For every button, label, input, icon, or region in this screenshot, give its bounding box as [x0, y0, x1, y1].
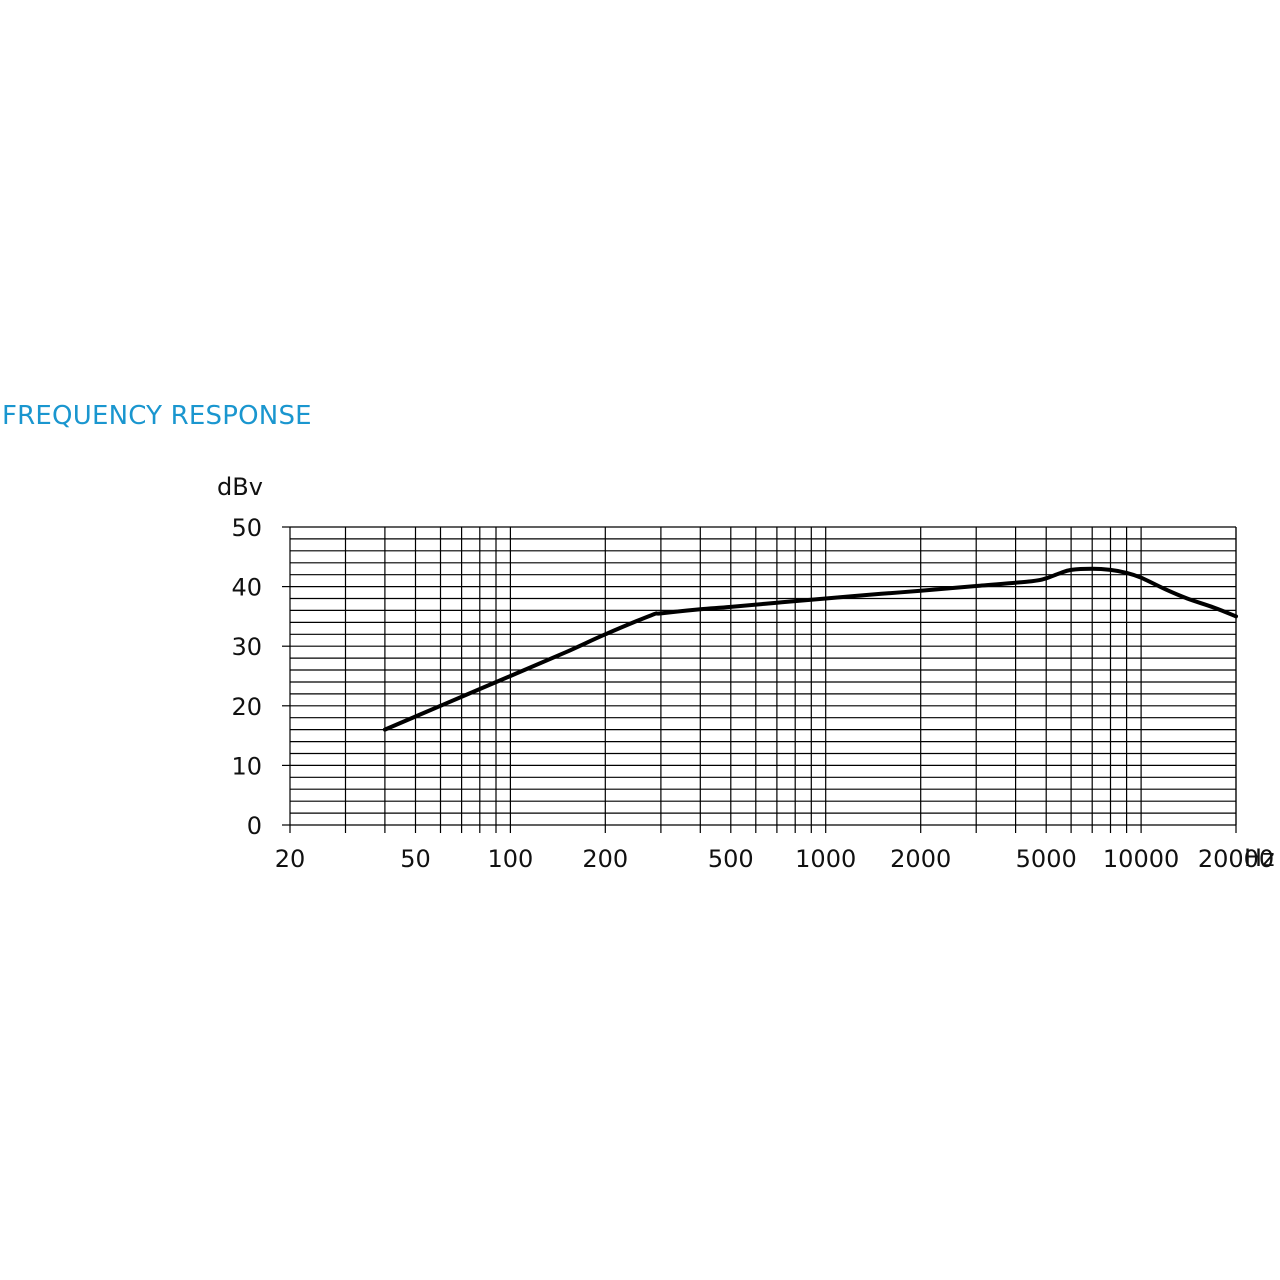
y-tick-label: 40 [231, 574, 262, 602]
y-axis-unit: dBv [217, 473, 263, 501]
grid [282, 526, 1237, 833]
x-tick-label: 20 [275, 845, 306, 873]
y-tick-label: 50 [231, 514, 262, 542]
x-tick-label: 2000 [890, 845, 951, 873]
y-tick-labels: 0 10 20 30 40 50 [231, 514, 262, 840]
x-tick-label: 10000 [1103, 845, 1179, 873]
y-tick-label: 30 [231, 633, 262, 661]
y-tick-label: 20 [231, 693, 262, 721]
x-tick-label: 100 [487, 845, 533, 873]
x-tick-label: 200 [582, 845, 628, 873]
y-tick-label: 10 [231, 752, 262, 780]
x-tick-label: 1000 [795, 845, 856, 873]
x-tick-label: 20000 [1198, 845, 1274, 873]
x-tick-label: 5000 [1016, 845, 1077, 873]
x-tick-label: 50 [400, 845, 431, 873]
x-tick-labels: 20 50 100 200 500 1000 2000 5000 10000 20000 [275, 845, 1274, 873]
x-axis-unit: Hz [1244, 844, 1275, 872]
chart-title: FREQUENCY RESPONSE [2, 401, 312, 431]
frequency-response-line [382, 566, 1238, 732]
x-tick-label: 500 [708, 845, 754, 873]
plot-area [290, 527, 1236, 825]
y-tick-label: 0 [247, 812, 262, 840]
